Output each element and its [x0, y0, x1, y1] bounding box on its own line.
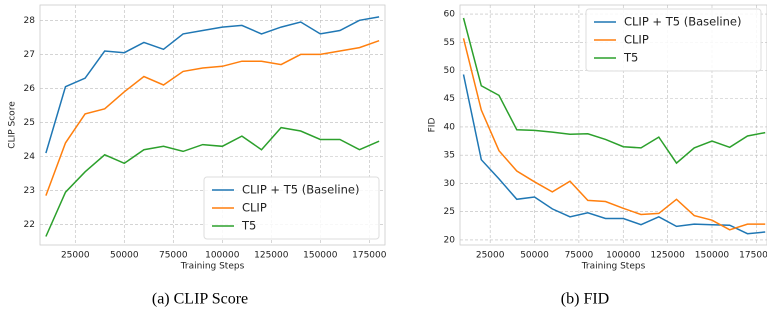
x-tick-label: 100000 — [205, 251, 240, 261]
x-tick-label: 125000 — [650, 251, 685, 261]
legend-box — [585, 8, 762, 72]
legend-label: CLIP — [242, 201, 267, 215]
legend-label: CLIP + T5 (Baseline) — [242, 183, 359, 197]
y-tick-label: 27 — [24, 50, 35, 60]
y-axis-label: CLIP Score — [8, 101, 18, 149]
x-tick-label: 25000 — [476, 251, 505, 261]
series-line — [462, 38, 766, 231]
x-tick-label: 75000 — [565, 251, 594, 261]
y-tick-label: 24 — [24, 152, 36, 162]
legend-label: T5 — [241, 219, 256, 233]
x-tick-label: 50000 — [520, 251, 549, 261]
legend: CLIP + T5 (Baseline) CLIP T5 — [203, 176, 380, 240]
series-line — [45, 39, 380, 196]
x-axis-label: Training Steps — [180, 262, 245, 272]
y-tick-label: 60 — [444, 10, 456, 20]
series-line — [462, 17, 766, 165]
y-axis-label: FID — [428, 118, 438, 133]
y-tick-label: 22 — [24, 220, 35, 230]
legend-label: CLIP — [624, 33, 649, 47]
y-tick-label: 35 — [444, 151, 455, 161]
y-tick-label: 23 — [24, 186, 35, 196]
x-tick-label: 75000 — [159, 251, 188, 261]
series-line — [462, 74, 766, 235]
legend: CLIP + T5 (Baseline) CLIP T5 — [585, 8, 762, 72]
x-tick-label: 50000 — [110, 251, 139, 261]
y-tick-label: 25 — [24, 118, 35, 128]
x-tick-label: 150000 — [695, 251, 730, 261]
x-axis-label: Training Steps — [581, 262, 646, 272]
series-line — [45, 16, 380, 154]
y-tick-label: 28 — [24, 16, 36, 26]
x-tick-label: 150000 — [303, 251, 338, 261]
y-tick-label: 40 — [444, 122, 456, 132]
x-tick-label: 25000 — [61, 251, 90, 261]
x-tick-label: 175000 — [739, 251, 767, 261]
caption: (a) CLIP Score — [152, 291, 248, 308]
x-tick-label: 125000 — [254, 251, 289, 261]
y-tick-label: 50 — [444, 66, 456, 76]
caption: (b) FID — [561, 291, 609, 308]
y-tick-label: 26 — [24, 84, 36, 94]
y-tick-label: 20 — [444, 235, 456, 245]
legend-label: T5 — [623, 51, 638, 65]
x-tick-label: 100000 — [606, 251, 641, 261]
y-tick-label: 45 — [444, 94, 455, 104]
y-tick-label: 25 — [444, 207, 455, 217]
series-line — [45, 126, 380, 237]
y-tick-label: 55 — [444, 38, 455, 48]
legend-label: CLIP + T5 (Baseline) — [624, 15, 741, 29]
x-tick-label: 175000 — [352, 251, 387, 261]
legend-box — [203, 176, 380, 240]
y-tick-label: 30 — [444, 179, 456, 189]
